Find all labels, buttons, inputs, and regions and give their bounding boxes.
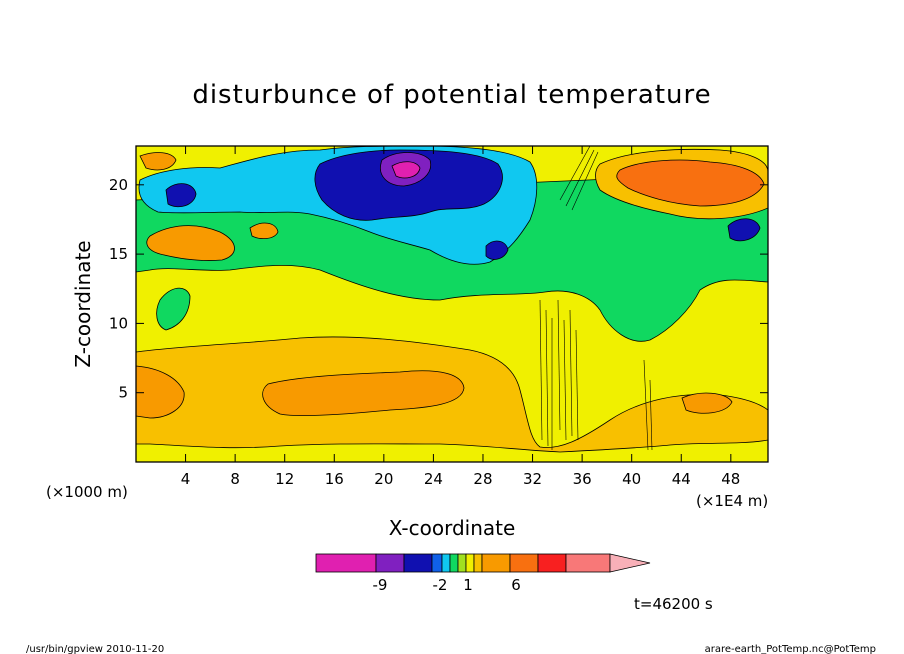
plot-frame xyxy=(135,145,769,463)
colorbar-label: 1 xyxy=(463,576,473,594)
convective-streaks xyxy=(539,146,653,451)
colorbar-swatch xyxy=(449,553,459,573)
x-tick-label: 12 xyxy=(275,470,294,488)
warm-core-left xyxy=(136,365,185,419)
cold-pool-right xyxy=(727,218,761,242)
x-tick-label: 44 xyxy=(672,470,691,488)
colorbar-swatch xyxy=(509,553,539,573)
y-axis-label: Z-coordinate xyxy=(71,240,95,367)
y-tick-label: 10 xyxy=(109,314,128,332)
x-tick-label: 16 xyxy=(325,470,344,488)
cool-patch-left xyxy=(156,287,191,331)
x-tick-label: 8 xyxy=(230,470,240,488)
y-tick-label: 5 xyxy=(118,384,128,402)
x-tick-label: 40 xyxy=(622,470,641,488)
cold-pool-left xyxy=(165,183,197,208)
colorbar-swatch xyxy=(473,553,483,573)
warm-core-center xyxy=(262,370,465,417)
coldest-core xyxy=(391,161,421,179)
colorbar-swatch xyxy=(375,553,405,573)
x-unit-left: (×1000 m) xyxy=(46,483,128,501)
time-label: t=46200 s xyxy=(634,595,713,613)
colorbar-swatch xyxy=(441,553,451,573)
colorbar-label: 6 xyxy=(511,576,521,594)
colorbar-swatch xyxy=(465,553,475,573)
colorbar-arrow xyxy=(609,553,651,573)
x-tick-label: 20 xyxy=(374,470,393,488)
x-tick-label: 36 xyxy=(573,470,592,488)
upper-warm-right-core xyxy=(616,159,765,207)
x-unit-right: (×1E4 m) xyxy=(696,492,768,510)
x-tick-label: 4 xyxy=(181,470,191,488)
x-axis-label: X-coordinate xyxy=(389,516,516,540)
colorbar-swatch xyxy=(457,553,467,573)
x-tick-label: 28 xyxy=(473,470,492,488)
footer-right: arare-earth_PotTemp.nc@PotTemp xyxy=(705,644,876,654)
colorbar xyxy=(315,553,651,573)
colorbar-swatch xyxy=(403,553,433,573)
x-tick-label: 32 xyxy=(523,470,542,488)
plot-area xyxy=(136,146,768,462)
warm-patch-right xyxy=(681,392,733,414)
colorbar-swatch xyxy=(481,553,511,573)
colorbar-swatch xyxy=(537,553,567,573)
chart-title: disturbunce of potential temperature xyxy=(192,80,711,110)
x-axis: 4 8 12 16 20 24 28 32 36 40 44 48 xyxy=(181,146,740,488)
y-tick-label: 20 xyxy=(109,176,128,194)
cold-pool-small xyxy=(485,240,509,260)
colorbar-label: -2 xyxy=(433,576,448,594)
upper-warm-left-2 xyxy=(249,222,279,240)
upper-warm-left xyxy=(146,225,235,261)
footer-left: /usr/bin/gpview 2010-11-20 xyxy=(26,644,164,654)
x-tick-label: 24 xyxy=(424,470,443,488)
x-tick-label: 48 xyxy=(721,470,740,488)
warm-left-top xyxy=(139,152,177,171)
colorbar-swatch xyxy=(315,553,377,573)
y-axis: 5 10 15 20 xyxy=(109,176,768,402)
colorbar-label: -9 xyxy=(373,576,388,594)
colorbar-swatch xyxy=(431,553,443,573)
y-tick-label: 15 xyxy=(109,245,128,263)
colorbar-labels: -9 -2 1 6 xyxy=(373,576,521,594)
colorbar-swatch xyxy=(565,553,611,573)
